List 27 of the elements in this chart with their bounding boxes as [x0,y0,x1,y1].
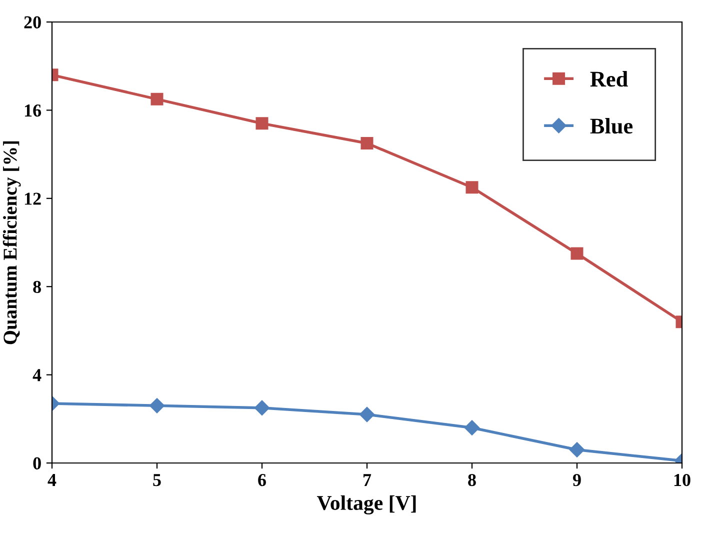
y-axis-title: Quantum Efficiency [%] [2,141,21,344]
y-tick-label: 0 [33,457,41,470]
x-tick-label: 7 [364,474,372,486]
point [254,400,270,416]
x-tick-label: 4 [48,474,56,486]
y-tick-label: 8 [33,280,41,294]
point [149,398,165,414]
x-tick-label: 6 [258,474,266,486]
y-tick-label: 4 [32,369,42,382]
point [150,92,164,106]
point [570,247,584,260]
point [359,406,375,422]
x-axis-title: Voltage [V] [316,495,416,514]
x-tick-label: 5 [153,474,161,486]
legend-label: Red [590,71,628,87]
point [256,117,268,130]
x-tick-label: 10 [674,474,690,486]
y-tick-label: 16 [24,104,42,117]
legend-label: Blue [590,118,633,134]
x-tick-label: 9 [572,474,581,486]
y-tick-label: 20 [24,16,41,28]
x-tick-label: 8 [468,474,476,486]
point [569,442,585,458]
point [360,137,374,150]
point [464,420,480,436]
point [466,181,478,194]
y-tick-label: 12 [24,192,41,205]
